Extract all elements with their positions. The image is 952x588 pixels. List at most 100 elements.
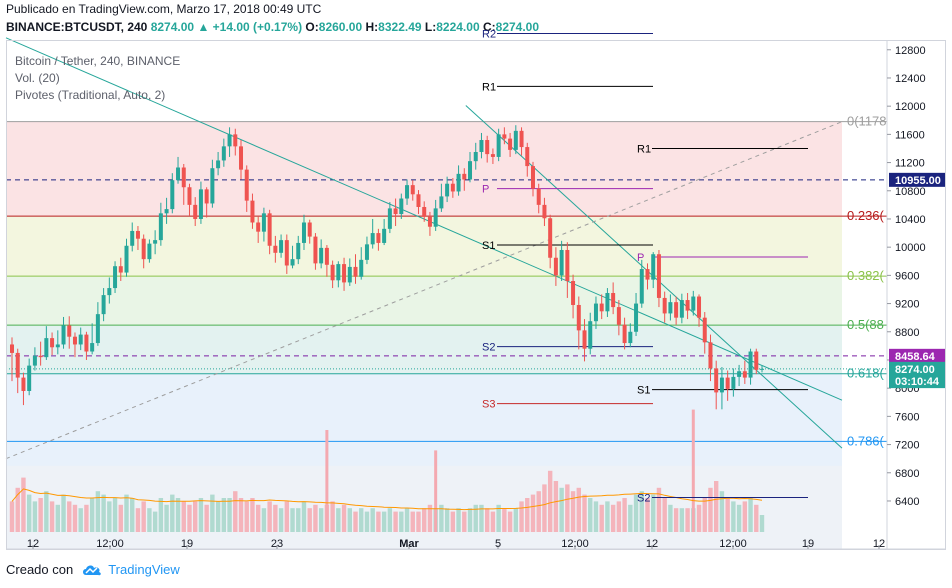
symbol-ohlc-bar: BINANCE:BTCUSDT, 240 8274.00 ▲ +14.00 (+…: [6, 20, 539, 34]
volume-bar: [124, 494, 129, 532]
candle-body: [376, 233, 381, 243]
volume-bar: [147, 508, 152, 532]
volume-bar: [387, 508, 393, 532]
y-tick-label: 12000: [895, 101, 926, 113]
volume-bar: [67, 501, 72, 532]
price-label-box: [889, 172, 945, 187]
volume-bar: [754, 504, 759, 532]
candle-body: [279, 240, 284, 253]
candle-body: [622, 324, 627, 344]
candle-body: [599, 303, 604, 312]
volume-bar: [427, 504, 433, 532]
pivot-label: S3: [482, 399, 495, 411]
volume-bar: [576, 487, 581, 532]
tradingview-link[interactable]: TradingView: [81, 562, 180, 577]
fib-zone: [6, 325, 842, 374]
volume-bar: [422, 508, 427, 532]
candle-body: [296, 242, 301, 260]
pivot-label: R1: [482, 81, 496, 93]
volume-bar: [588, 498, 593, 532]
candle-body: [588, 321, 593, 349]
volume-bar: [434, 450, 438, 532]
volume-bar: [376, 511, 381, 532]
volume-bar: [118, 504, 123, 532]
volume-bar: [685, 508, 690, 532]
chart-frame: [6, 40, 946, 550]
candle-body: [78, 334, 83, 345]
volume-bar: [130, 498, 135, 532]
volume-bar: [38, 498, 43, 532]
pivot-label: P: [637, 252, 644, 264]
last-price: 8274.00: [150, 20, 195, 34]
volume-bar: [496, 504, 501, 532]
volume-bar: [313, 504, 318, 532]
volume-bar: [404, 508, 410, 532]
candle-body: [135, 230, 140, 239]
volume-bar: [44, 491, 49, 532]
x-tick-label: 12: [27, 538, 39, 550]
low-label: L:: [424, 20, 437, 34]
volume-bar: [353, 511, 358, 532]
volume-bar: [290, 508, 295, 532]
candle-body: [405, 185, 410, 199]
volume-bar: [696, 504, 702, 532]
fib-level-label: 0(1178: [847, 114, 887, 129]
y-tick-label: 8800: [895, 327, 919, 339]
volume-bar: [15, 487, 20, 532]
volume-bar: [152, 511, 158, 532]
volume-bar: [255, 504, 261, 532]
pivot-label: R1: [637, 143, 651, 155]
volume-bar: [89, 498, 95, 532]
candle-body: [691, 296, 696, 311]
volume-bar: [610, 504, 616, 532]
close-label: C:: [482, 20, 496, 34]
volume-bar: [651, 494, 656, 532]
candle-body: [754, 351, 759, 370]
candle-body: [290, 259, 295, 266]
volume-bar: [273, 504, 278, 532]
candle-body: [233, 134, 238, 147]
volume-bar: [244, 501, 249, 532]
volume-bar: [479, 504, 484, 532]
candle-body: [674, 302, 679, 318]
candle-body: [107, 288, 112, 296]
x-tick-label: 12: [646, 538, 658, 550]
volume-bar: [645, 498, 650, 532]
x-tick-label: 19: [181, 538, 193, 550]
volume-bar: [599, 504, 604, 532]
x-tick-label: 12:00: [96, 538, 124, 550]
candle-body: [611, 292, 616, 308]
volume-bar: [325, 430, 329, 532]
candle-body: [61, 325, 66, 345]
candle-body: [301, 222, 306, 243]
candle-body: [513, 130, 518, 150]
candle-body: [130, 230, 135, 246]
volume-bar: [490, 511, 496, 532]
x-tick-label: 12:00: [561, 538, 589, 550]
volume-bar: [55, 504, 61, 532]
volume-bar: [702, 498, 707, 532]
volume-bar: [570, 491, 576, 532]
candle-body: [553, 257, 558, 276]
candle-body: [593, 303, 598, 322]
x-tick-label: 19: [802, 538, 814, 550]
candle-body: [399, 198, 404, 215]
candle-body: [50, 338, 55, 348]
volume-bar: [462, 511, 467, 532]
candle-body: [559, 249, 564, 276]
tradingview-cloud-icon: [83, 564, 102, 575]
candle-body: [10, 344, 14, 353]
candle-body: [164, 209, 169, 214]
volume-bar: [227, 498, 232, 532]
volume-bar: [530, 494, 536, 532]
volume-bar: [656, 487, 662, 532]
candle-body: [634, 303, 639, 332]
candle-body: [250, 200, 255, 223]
candle-body: [273, 245, 278, 253]
volume-bar: [668, 504, 673, 532]
volume-bar: [593, 501, 599, 532]
volume-bar: [296, 508, 301, 532]
volume-bar: [628, 504, 633, 532]
candle-body: [719, 377, 724, 393]
